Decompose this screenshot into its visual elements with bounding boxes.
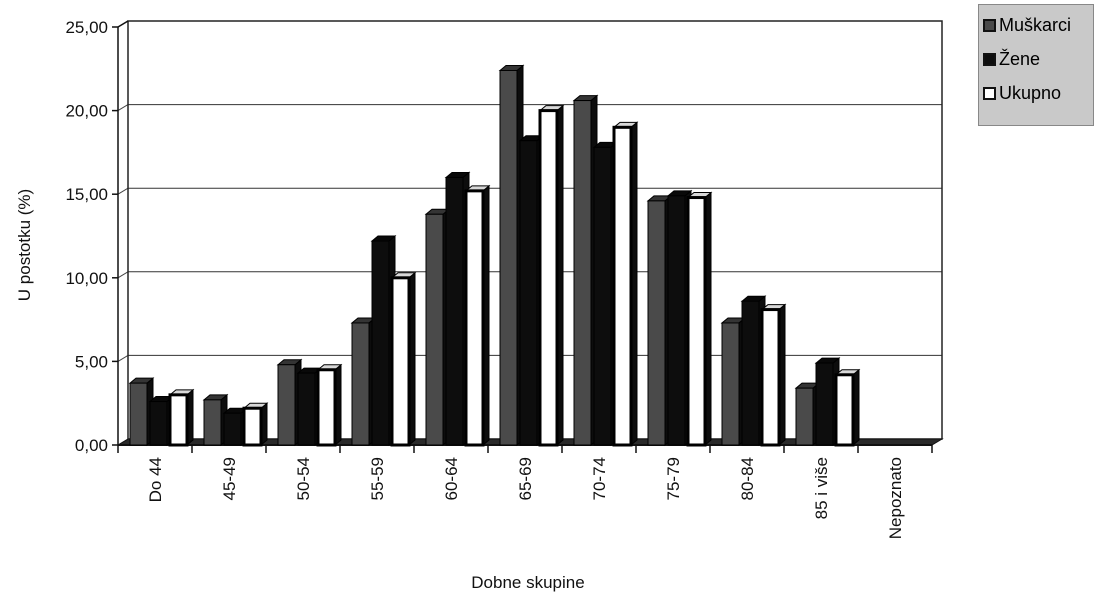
bar-front — [149, 401, 168, 446]
x-tick-label: Do 44 — [146, 457, 165, 502]
bar-front — [168, 393, 189, 447]
y-tick-label: 20,00 — [65, 102, 108, 121]
bar-front — [593, 146, 612, 446]
x-tick-label: Nepoznato — [886, 457, 905, 539]
bar-front — [223, 412, 242, 446]
x-tick-label: 85 i više — [812, 457, 831, 519]
gridline-side — [117, 104, 129, 112]
x-tick-label: 60-64 — [442, 457, 461, 500]
y-axis-label: U postotku (%) — [15, 189, 34, 301]
bar-front — [721, 322, 740, 446]
bar-front — [686, 196, 707, 447]
legend: Muškarci Žene Ukupno — [978, 4, 1094, 126]
x-axis-label: Dobne skupine — [471, 573, 584, 592]
bar-front — [612, 125, 633, 447]
legend-item-ukupno: Ukupno — [979, 79, 1093, 107]
legend-item-muskarci: Muškarci — [979, 11, 1093, 39]
y-axis-ticks: 0,00 5,00 10,00 15,00 20,00 25,00 — [65, 18, 118, 455]
x-tick-label: 80-84 — [738, 457, 757, 500]
x-tick-label: 45-49 — [220, 457, 239, 500]
bar-front — [647, 200, 666, 446]
legend-item-zene: Žene — [979, 45, 1093, 73]
x-axis-ticks: Do 44 45-49 50-54 55-59 60-64 65-69 70-74 75-79… — [117, 445, 933, 539]
bar — [760, 303, 787, 447]
bar — [538, 104, 565, 447]
y-tick-label: 0,00 — [75, 436, 108, 455]
x-tick-label: 50-54 — [294, 457, 313, 500]
bar — [686, 191, 713, 447]
bar-front — [815, 362, 834, 446]
y-tick-label: 25,00 — [65, 18, 108, 37]
bar — [464, 184, 491, 447]
bar-front — [445, 176, 464, 446]
bar-front — [667, 195, 686, 446]
x-tick-label: 55-59 — [368, 457, 387, 500]
y-tick-label: 10,00 — [65, 269, 108, 288]
bar-front — [277, 364, 296, 446]
legend-label-zene: Žene — [999, 48, 1041, 69]
bar-front — [316, 368, 337, 447]
bar-front — [741, 300, 760, 446]
y-tick-label: 15,00 — [65, 185, 108, 204]
x-tick-label: 65-69 — [516, 457, 535, 500]
bar-front — [795, 387, 814, 446]
bar-front — [499, 69, 518, 446]
x-tick-label: 75-79 — [664, 457, 683, 500]
gridline-side — [117, 187, 129, 195]
bar — [168, 388, 195, 447]
bar-front — [371, 240, 390, 446]
bar-front — [203, 399, 222, 446]
legend-label-ukupno: Ukupno — [999, 82, 1062, 103]
bar-front — [351, 322, 370, 446]
bar-front — [297, 372, 316, 446]
y-tick-label: 5,00 — [75, 352, 108, 371]
bar — [834, 368, 861, 447]
bar-front — [425, 213, 444, 446]
legend-label-muskarci: Muškarci — [999, 14, 1072, 35]
bar-front — [834, 373, 855, 447]
bar — [316, 363, 343, 447]
legend-swatch-muskarci — [983, 18, 996, 32]
x-tick-label: 70-74 — [590, 457, 609, 500]
bar — [242, 402, 269, 447]
gridline-side — [117, 271, 129, 279]
bar-front — [573, 100, 592, 446]
bar-front — [464, 189, 485, 447]
y-axis-top-edge — [117, 20, 129, 28]
bar — [390, 271, 417, 447]
bar — [612, 121, 639, 447]
gridline-side — [117, 354, 129, 362]
bar-front — [129, 382, 148, 446]
bar-front — [519, 140, 538, 446]
bar-front — [390, 276, 411, 447]
bar-front — [760, 308, 781, 447]
bar-front — [538, 109, 559, 447]
legend-swatch-zene — [983, 52, 996, 66]
bars — [128, 64, 861, 447]
legend-swatch-ukupno — [983, 86, 996, 100]
bar-front — [242, 406, 263, 447]
